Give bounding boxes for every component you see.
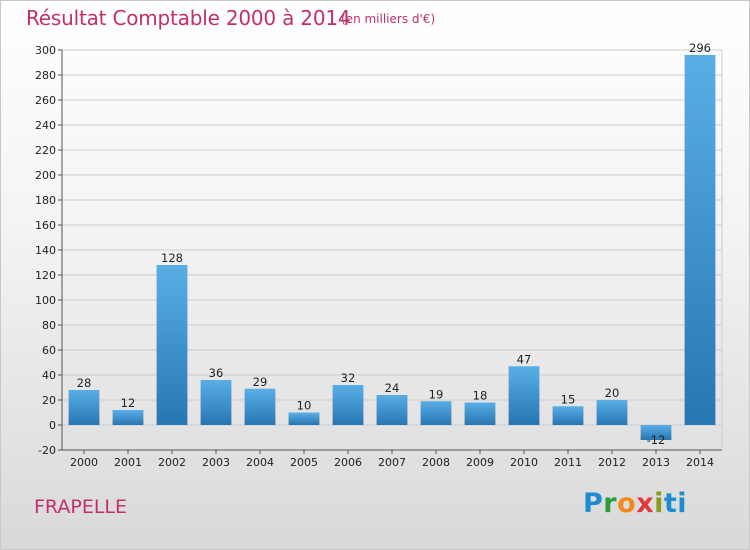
x-tick-label-2003: 2003 bbox=[202, 456, 230, 469]
bar-2006 bbox=[332, 385, 364, 425]
y-tick-label: 120 bbox=[35, 269, 56, 282]
y-tick-label: -20 bbox=[38, 444, 56, 457]
bar-2003 bbox=[200, 380, 232, 425]
x-tick-label-2012: 2012 bbox=[598, 456, 626, 469]
bar-2007 bbox=[376, 395, 408, 425]
bar-2009 bbox=[464, 402, 496, 425]
y-tick-label: 260 bbox=[35, 94, 56, 107]
bar-2008 bbox=[420, 401, 452, 425]
data-label-2009: 18 bbox=[473, 389, 488, 403]
data-label-2004: 29 bbox=[253, 375, 268, 389]
chart-subtitle: (en milliers d'€) bbox=[341, 12, 436, 26]
bar-2004 bbox=[244, 388, 276, 425]
x-tick-label-2008: 2008 bbox=[422, 456, 450, 469]
x-tick-label-2006: 2006 bbox=[334, 456, 362, 469]
x-tick-label-2002: 2002 bbox=[158, 456, 186, 469]
y-tick-label: 20 bbox=[42, 394, 56, 407]
x-tick-label-2010: 2010 bbox=[510, 456, 538, 469]
bar-2012 bbox=[596, 400, 628, 425]
data-label-2008: 19 bbox=[429, 387, 444, 401]
x-tick-label-2000: 2000 bbox=[70, 456, 98, 469]
data-label-2010: 47 bbox=[517, 352, 532, 366]
data-label-2011: 15 bbox=[561, 392, 576, 406]
bar-2014 bbox=[684, 55, 716, 425]
y-tick-label: 80 bbox=[42, 319, 56, 332]
bar-2013 bbox=[640, 425, 672, 440]
y-tick-label: 140 bbox=[35, 244, 56, 257]
x-tick-label-2014: 2014 bbox=[686, 456, 714, 469]
x-tick-label-2009: 2009 bbox=[466, 456, 494, 469]
bar-2001 bbox=[112, 410, 144, 425]
data-label-2014: 296 bbox=[689, 41, 711, 55]
bar-2002 bbox=[156, 265, 188, 425]
data-label-2013: -12 bbox=[647, 433, 666, 447]
x-tick-label-2013: 2013 bbox=[642, 456, 670, 469]
bars bbox=[68, 55, 716, 440]
bar-2005 bbox=[288, 412, 320, 425]
labels: 28 12 128 36 29 10 32 24 19 18 47 15 20 -12 296 bbox=[77, 41, 711, 447]
data-label-2003: 36 bbox=[209, 366, 224, 380]
data-label-2001: 12 bbox=[121, 396, 136, 410]
data-label-2012: 20 bbox=[605, 386, 620, 400]
y-tick-label: 280 bbox=[35, 69, 56, 82]
y-tick-label: 160 bbox=[35, 219, 56, 232]
y-tick-label: 240 bbox=[35, 119, 56, 132]
y-tick-label: 40 bbox=[42, 369, 56, 382]
proxiti-logo: Proxiti bbox=[583, 488, 688, 519]
x-tick-label-2005: 2005 bbox=[290, 456, 318, 469]
x-tick-label-2001: 2001 bbox=[114, 456, 142, 469]
y-tick-label: 60 bbox=[42, 344, 56, 357]
data-label-2000: 28 bbox=[77, 376, 92, 390]
y-tick-label: 100 bbox=[35, 294, 56, 307]
y-tick-label: 220 bbox=[35, 144, 56, 157]
x-tick-label-2004: 2004 bbox=[246, 456, 274, 469]
data-label-2005: 10 bbox=[297, 399, 312, 413]
bar-2010 bbox=[508, 366, 540, 425]
commune-name: FRAPELLE bbox=[34, 496, 127, 518]
x-tick-label-2007: 2007 bbox=[378, 456, 406, 469]
y-tick-label: 180 bbox=[35, 194, 56, 207]
data-label-2007: 24 bbox=[385, 381, 400, 395]
data-label-2006: 32 bbox=[341, 371, 356, 385]
y-tick-label: 200 bbox=[35, 169, 56, 182]
data-label-2002: 128 bbox=[161, 251, 183, 265]
x-tick-label-2011: 2011 bbox=[554, 456, 582, 469]
axes: -200204060801001201401601802002202402602… bbox=[35, 44, 723, 469]
y-tick-label: 300 bbox=[35, 44, 56, 57]
y-tick-label: 0 bbox=[49, 419, 56, 432]
bar-2011 bbox=[552, 406, 584, 425]
bar-2000 bbox=[68, 390, 100, 425]
chart-title: Résultat Comptable 2000 à 2014 bbox=[26, 6, 351, 30]
